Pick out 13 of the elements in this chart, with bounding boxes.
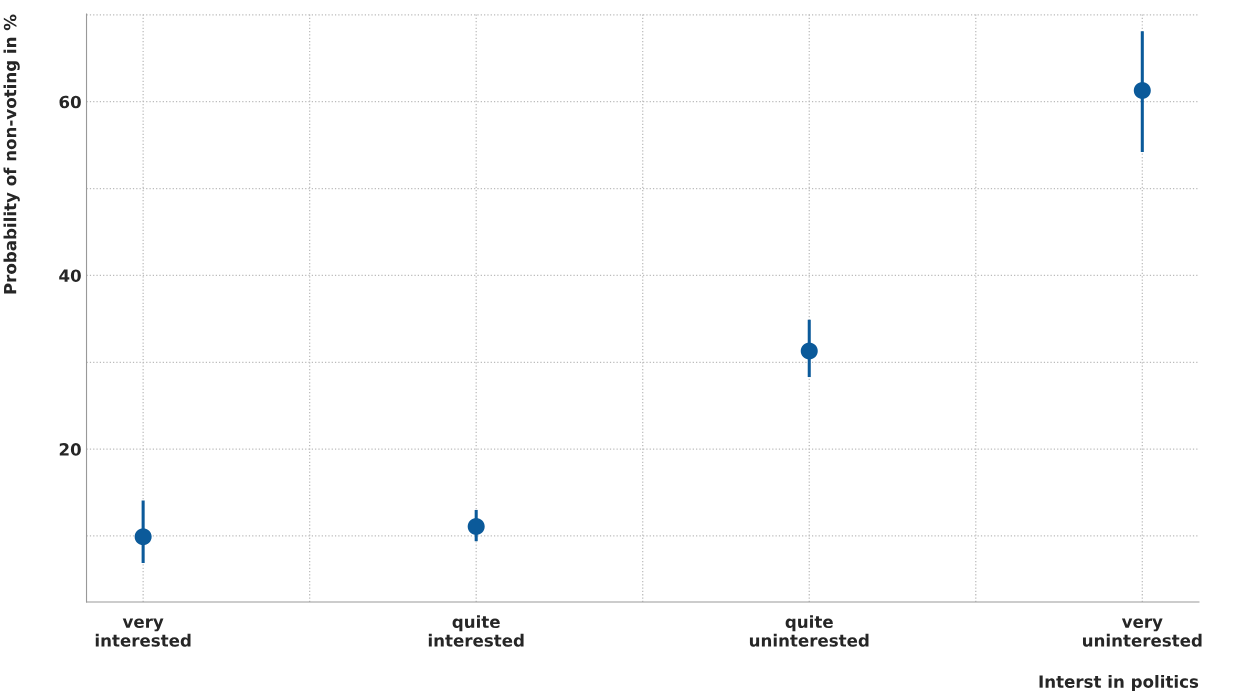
y-tick-label: 20 xyxy=(59,443,81,456)
y-axis-title: Probability of non-voting in % xyxy=(3,14,20,294)
point xyxy=(134,528,152,546)
x-axis-title: Interst in politics xyxy=(1039,674,1199,692)
x-tick-label: quite uninterested xyxy=(749,615,869,647)
point xyxy=(800,342,818,360)
x-tick-label: very interested xyxy=(95,618,191,647)
y-tick-label: 40 xyxy=(59,269,81,282)
point xyxy=(467,517,485,535)
x-tick-label: very uninterested xyxy=(1082,618,1202,647)
y-tick-label: 60 xyxy=(59,95,81,109)
point xyxy=(1133,81,1151,99)
x-tick-label: quite interested xyxy=(428,615,524,647)
